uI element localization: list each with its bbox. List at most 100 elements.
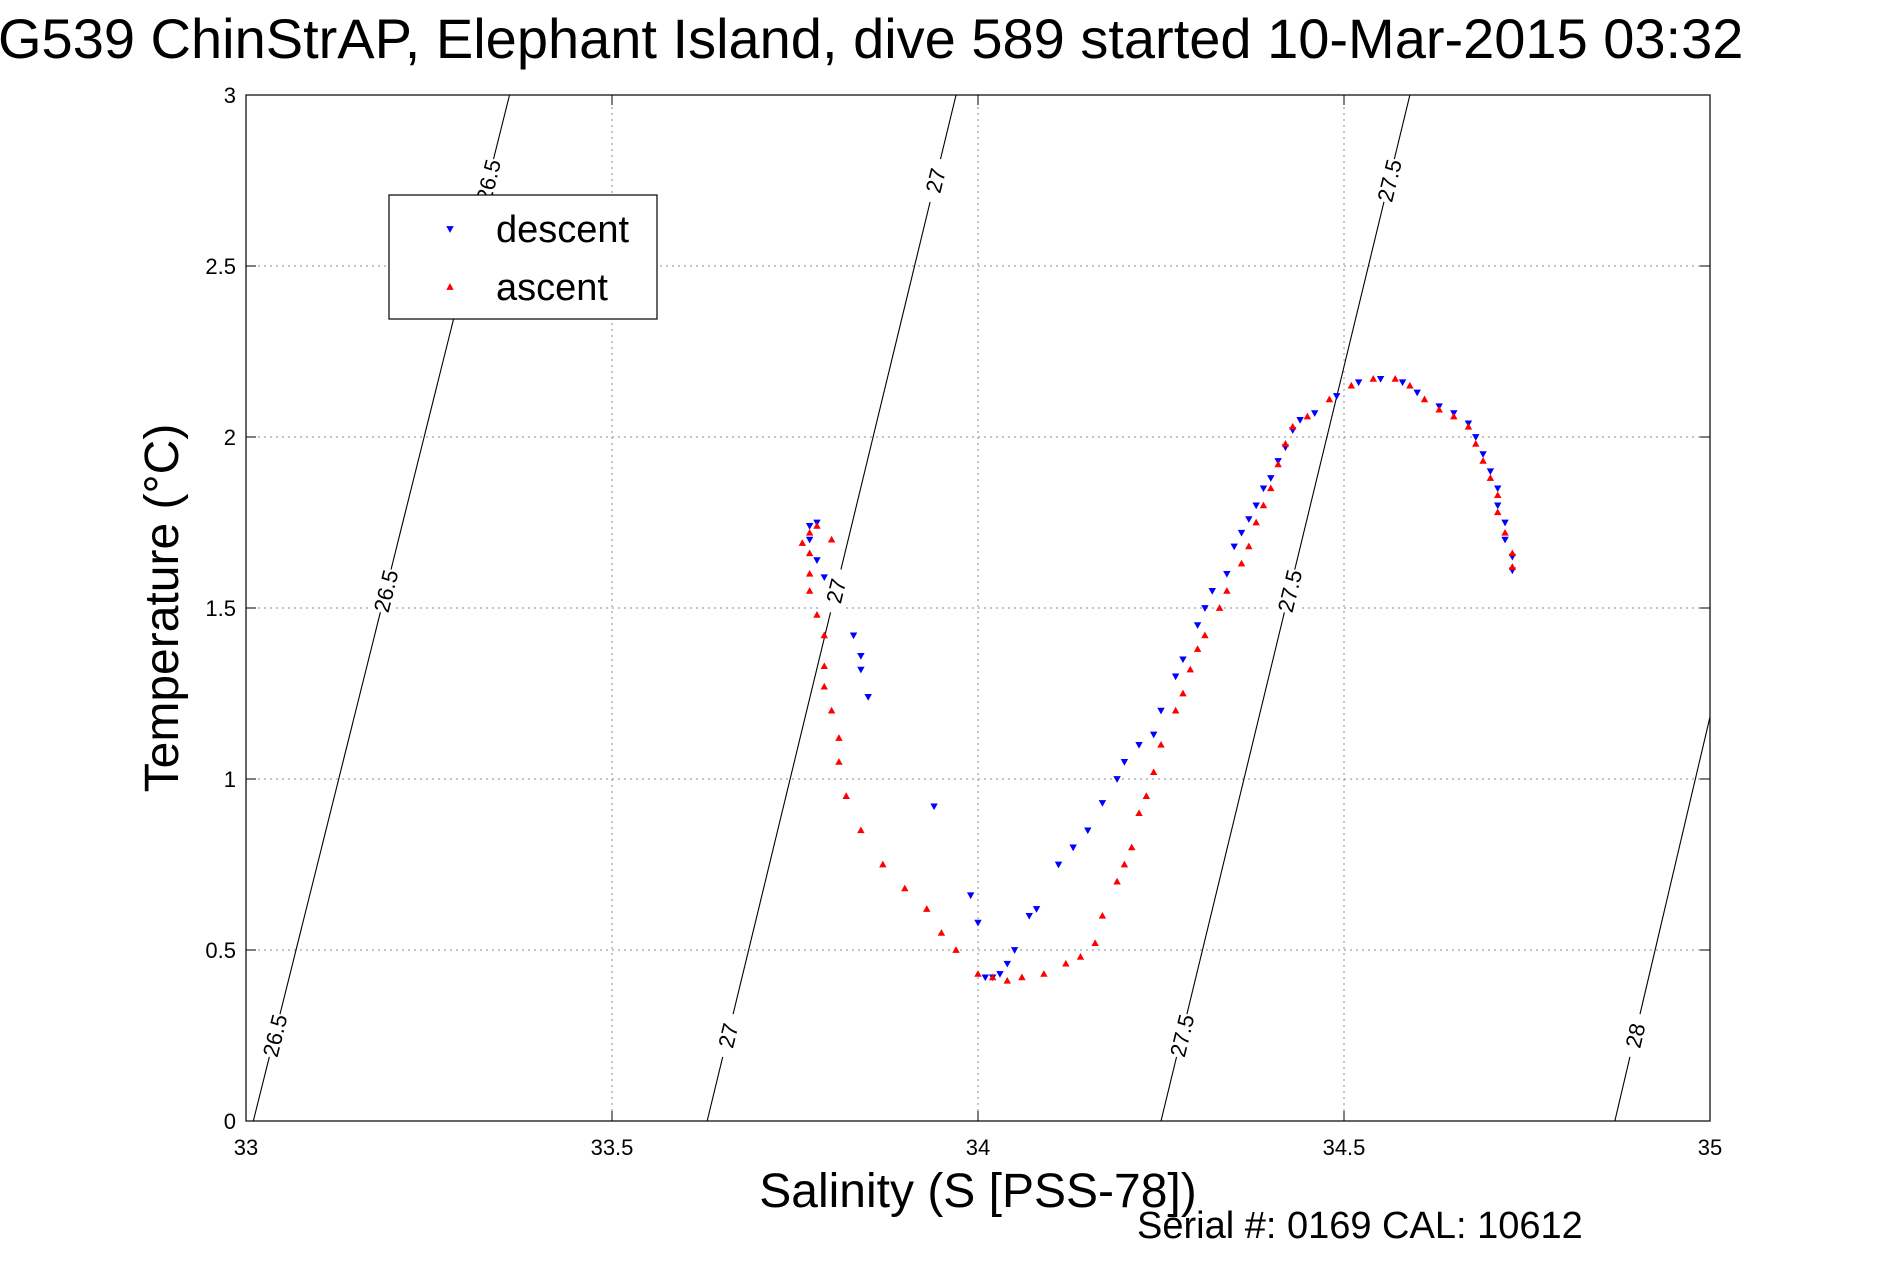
y-tick-label: 0 bbox=[224, 1109, 236, 1134]
y-tick-label: 1 bbox=[224, 767, 236, 792]
ascent-point bbox=[1003, 976, 1011, 984]
serial-footer: Serial #: 0169 CAL: 10612 bbox=[1137, 1205, 1583, 1247]
descent-point bbox=[1245, 516, 1253, 523]
ascent-point bbox=[805, 587, 814, 594]
ascent-point bbox=[1494, 491, 1502, 499]
ascent-point bbox=[1508, 549, 1517, 557]
descent-point bbox=[1237, 529, 1246, 537]
density-contour-label-bg bbox=[1163, 1011, 1200, 1060]
descent-point bbox=[1479, 451, 1487, 458]
ascent-point bbox=[1303, 412, 1312, 420]
descent-point bbox=[1267, 475, 1275, 482]
grid bbox=[246, 95, 1710, 1121]
descent-point bbox=[1113, 776, 1121, 783]
descent-point bbox=[849, 632, 858, 640]
ascent-point bbox=[1215, 604, 1224, 611]
density-contour-label: 27 bbox=[821, 576, 851, 606]
density-contour-label-bg bbox=[470, 156, 507, 205]
density-contour-label-bg bbox=[1271, 566, 1308, 616]
descent-point bbox=[1003, 960, 1011, 968]
density-contour-label-bg bbox=[917, 156, 954, 205]
ascent-point bbox=[974, 970, 982, 977]
ascent-point bbox=[1091, 939, 1099, 947]
descent-point bbox=[1311, 410, 1319, 417]
ascent-point bbox=[1120, 860, 1129, 868]
descent-point bbox=[1025, 912, 1033, 920]
y-tick-label: 1.5 bbox=[205, 596, 236, 621]
ascent-point bbox=[1171, 706, 1180, 714]
x-axis-label: Salinity (S [PSS-78]) bbox=[759, 1165, 1196, 1218]
descent-point bbox=[996, 971, 1004, 978]
ascent-point bbox=[820, 662, 828, 670]
descent-point bbox=[1332, 393, 1341, 400]
ascent-point bbox=[1274, 460, 1282, 468]
ascent-point bbox=[820, 631, 828, 639]
descent-point bbox=[974, 919, 982, 927]
ascent-point bbox=[835, 758, 843, 765]
descent-point bbox=[864, 694, 872, 701]
descent-point bbox=[1486, 468, 1495, 476]
ascent-point bbox=[1289, 422, 1297, 430]
legend-box bbox=[388, 194, 658, 320]
descent-point bbox=[1084, 827, 1092, 835]
descent-point bbox=[1149, 731, 1158, 739]
ascent-point bbox=[1142, 792, 1151, 799]
descent-point bbox=[1472, 434, 1480, 441]
x-tick-label: 34 bbox=[966, 1135, 990, 1160]
ascent-point bbox=[1128, 843, 1136, 851]
ascent-point bbox=[813, 611, 821, 618]
ascent-point bbox=[1193, 645, 1202, 652]
descent-point bbox=[1376, 375, 1385, 383]
ascent-point bbox=[805, 549, 814, 557]
descent-point bbox=[1201, 605, 1209, 612]
ascent-point bbox=[1347, 381, 1356, 389]
descent-point bbox=[1398, 379, 1407, 387]
ascent-point bbox=[827, 535, 836, 543]
descent-point bbox=[1032, 906, 1041, 913]
x-tick-label: 33 bbox=[234, 1135, 258, 1160]
chart-title: G539 ChinStrAP, Elephant Island, dive 58… bbox=[0, 7, 1743, 70]
descent-point bbox=[1054, 861, 1063, 869]
legend-marker-ascent bbox=[446, 283, 454, 290]
ascent-point bbox=[1040, 970, 1048, 977]
descent-point bbox=[1120, 759, 1129, 766]
density-contour-label-bg bbox=[1371, 156, 1407, 205]
descent-point bbox=[1413, 389, 1421, 397]
ascent-point bbox=[952, 946, 960, 953]
descent-point bbox=[1501, 519, 1509, 527]
y-tick-label: 2 bbox=[224, 425, 236, 450]
descent-point bbox=[857, 666, 865, 674]
y-tick-label: 3 bbox=[224, 83, 236, 108]
series-descent bbox=[805, 375, 1517, 982]
ascent-point bbox=[798, 539, 807, 546]
ascent-point bbox=[1464, 422, 1473, 430]
ascent-point bbox=[1267, 484, 1275, 492]
ascent-point bbox=[1325, 395, 1334, 403]
ascent-point bbox=[1179, 689, 1187, 697]
descent-point bbox=[805, 536, 814, 544]
descent-point bbox=[1157, 707, 1165, 715]
ascent-point bbox=[1237, 559, 1246, 567]
density-contour-label-bg bbox=[256, 1011, 293, 1060]
density-contour-label: 27 bbox=[713, 1021, 743, 1051]
legend: descent ascent bbox=[388, 194, 658, 320]
descent-point bbox=[1193, 622, 1202, 629]
descent-point bbox=[1069, 844, 1077, 852]
ascent-point bbox=[1259, 501, 1268, 509]
x-tick-label: 34.5 bbox=[1323, 1135, 1366, 1160]
density-contour-label-bg bbox=[1617, 1011, 1653, 1060]
descent-point bbox=[966, 892, 975, 900]
ascent-point bbox=[1113, 877, 1121, 885]
ascent-point bbox=[1135, 809, 1143, 817]
descent-point bbox=[1296, 417, 1304, 424]
ascent-point bbox=[1201, 631, 1209, 639]
ascent-point bbox=[1472, 440, 1480, 447]
ascent-point bbox=[805, 528, 814, 536]
descent-point bbox=[1259, 485, 1268, 493]
ascent-point bbox=[1245, 542, 1253, 550]
ascent-point bbox=[937, 929, 946, 936]
descent-point bbox=[805, 523, 814, 530]
ascent-point bbox=[988, 973, 997, 981]
ascent-point bbox=[820, 682, 828, 690]
